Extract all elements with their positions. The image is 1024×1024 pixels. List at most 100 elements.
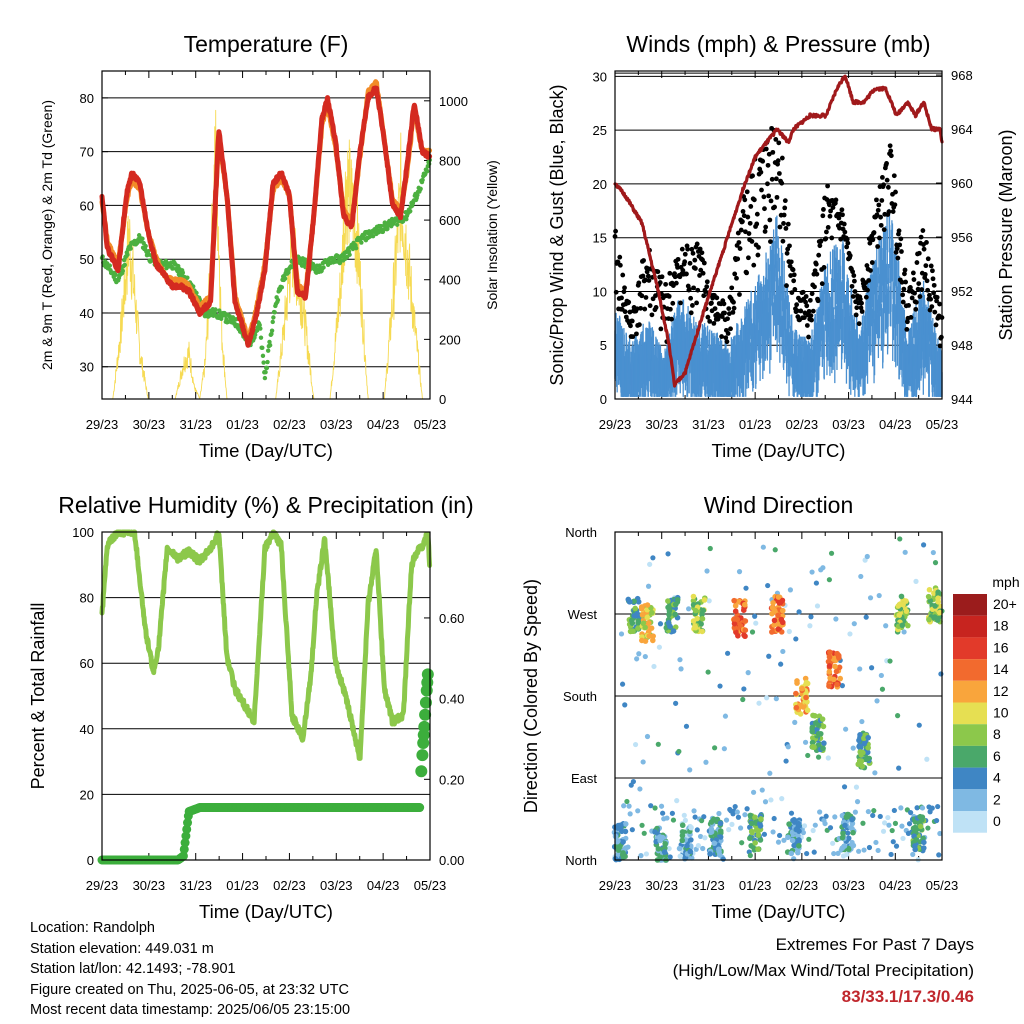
direction-point bbox=[640, 620, 647, 627]
direction-point bbox=[857, 743, 864, 749]
direction-point bbox=[887, 658, 893, 664]
gust-point bbox=[900, 292, 906, 298]
direction-point bbox=[810, 712, 816, 719]
gust-point bbox=[659, 274, 665, 280]
direction-point bbox=[849, 816, 855, 823]
winds-y2tick-label: 968 bbox=[951, 68, 973, 83]
dewpoint-point bbox=[263, 369, 268, 375]
dewpoint-point bbox=[269, 328, 275, 333]
direction-point bbox=[857, 666, 863, 672]
gust-point bbox=[690, 303, 695, 308]
gust-point bbox=[938, 334, 944, 340]
gust-series bbox=[612, 125, 945, 349]
gust-point bbox=[736, 240, 742, 245]
direction-point bbox=[912, 846, 918, 853]
direction-point bbox=[821, 740, 827, 746]
direction-point bbox=[877, 813, 883, 820]
direction-point bbox=[845, 835, 852, 842]
direction-point bbox=[717, 683, 723, 689]
gust-point bbox=[725, 316, 730, 322]
direction-point bbox=[935, 803, 941, 810]
direction-point bbox=[850, 745, 856, 751]
direction-point bbox=[729, 821, 735, 827]
temperature-xtick-label: 30/23 bbox=[133, 417, 166, 432]
direction-point bbox=[753, 620, 759, 626]
direction-point bbox=[652, 805, 658, 811]
direction-point bbox=[924, 756, 930, 762]
speed-legend-swatch bbox=[953, 637, 987, 660]
gust-point bbox=[902, 271, 907, 277]
gust-point bbox=[617, 254, 623, 260]
direction-point bbox=[676, 748, 682, 755]
direction-point bbox=[795, 820, 802, 827]
direction-point bbox=[739, 840, 745, 846]
gust-point bbox=[821, 265, 827, 270]
gust-point bbox=[852, 278, 857, 284]
direction-point bbox=[834, 681, 840, 688]
gust-point bbox=[915, 286, 921, 292]
direction-point bbox=[865, 744, 871, 751]
dewpoint-point bbox=[185, 275, 190, 280]
gust-point bbox=[761, 194, 767, 200]
gust-point bbox=[678, 300, 683, 306]
gust-point bbox=[763, 146, 769, 152]
direction-point bbox=[635, 808, 641, 814]
gust-point bbox=[884, 177, 890, 183]
gust-point bbox=[869, 260, 875, 265]
direction-point bbox=[819, 716, 826, 722]
dewpoint-point bbox=[120, 268, 126, 274]
gust-point bbox=[687, 286, 692, 292]
temperature-xtick-label: 03/23 bbox=[320, 417, 353, 432]
direction-point bbox=[694, 827, 700, 833]
direction-point bbox=[694, 615, 701, 622]
direction-point bbox=[919, 805, 926, 811]
direction-point bbox=[892, 820, 899, 826]
dewpoint-point bbox=[264, 365, 270, 371]
direction-point bbox=[651, 663, 657, 670]
extremes-box: Extremes For Past 7 Days (High/Low/Max W… bbox=[673, 932, 974, 1010]
direction-point bbox=[771, 815, 777, 822]
gust-point bbox=[852, 289, 858, 294]
gust-point bbox=[881, 227, 887, 233]
direction-point bbox=[758, 816, 764, 822]
direction-point bbox=[772, 547, 778, 553]
rh-line bbox=[99, 529, 433, 761]
direction-point bbox=[662, 840, 669, 847]
winds-xtick-label: 31/23 bbox=[692, 417, 725, 432]
speed-legend-label: 8 bbox=[993, 726, 1001, 742]
dewpoint-point bbox=[286, 270, 291, 275]
dewpoint-point bbox=[282, 276, 288, 281]
gust-point bbox=[729, 285, 735, 291]
direction-point bbox=[642, 653, 648, 660]
direction-point bbox=[665, 551, 671, 557]
direction-point bbox=[666, 611, 672, 618]
direction-point bbox=[767, 770, 773, 776]
direction-point bbox=[659, 834, 666, 841]
direction-point bbox=[886, 822, 892, 828]
dewpoint-point bbox=[321, 265, 326, 270]
direction-point bbox=[676, 845, 683, 852]
speed-legend-label: 12 bbox=[993, 683, 1009, 699]
humidity-ylabel: Percent & Total Rainfall bbox=[28, 603, 48, 790]
direction-point bbox=[872, 770, 878, 776]
direction-point bbox=[832, 663, 838, 670]
gust-point bbox=[888, 153, 894, 159]
direction-point bbox=[796, 837, 802, 843]
gust-point bbox=[794, 308, 800, 314]
gust-point bbox=[765, 181, 770, 187]
direction-point bbox=[830, 840, 836, 846]
gust-point bbox=[784, 250, 790, 256]
gust-point bbox=[850, 294, 856, 299]
dewpoint-point bbox=[170, 266, 176, 271]
winds-y2tick-label: 944 bbox=[951, 392, 973, 407]
gust-point bbox=[900, 299, 906, 305]
direction-point bbox=[644, 602, 651, 608]
gust-point bbox=[622, 285, 627, 291]
gust-point bbox=[839, 207, 845, 213]
gust-point bbox=[634, 306, 640, 312]
direction-point bbox=[830, 676, 837, 683]
direction-point bbox=[674, 798, 680, 804]
gust-point bbox=[893, 189, 898, 195]
gust-point bbox=[691, 285, 697, 291]
humidity-xlabel: Time (Day/UTC) bbox=[199, 901, 333, 922]
